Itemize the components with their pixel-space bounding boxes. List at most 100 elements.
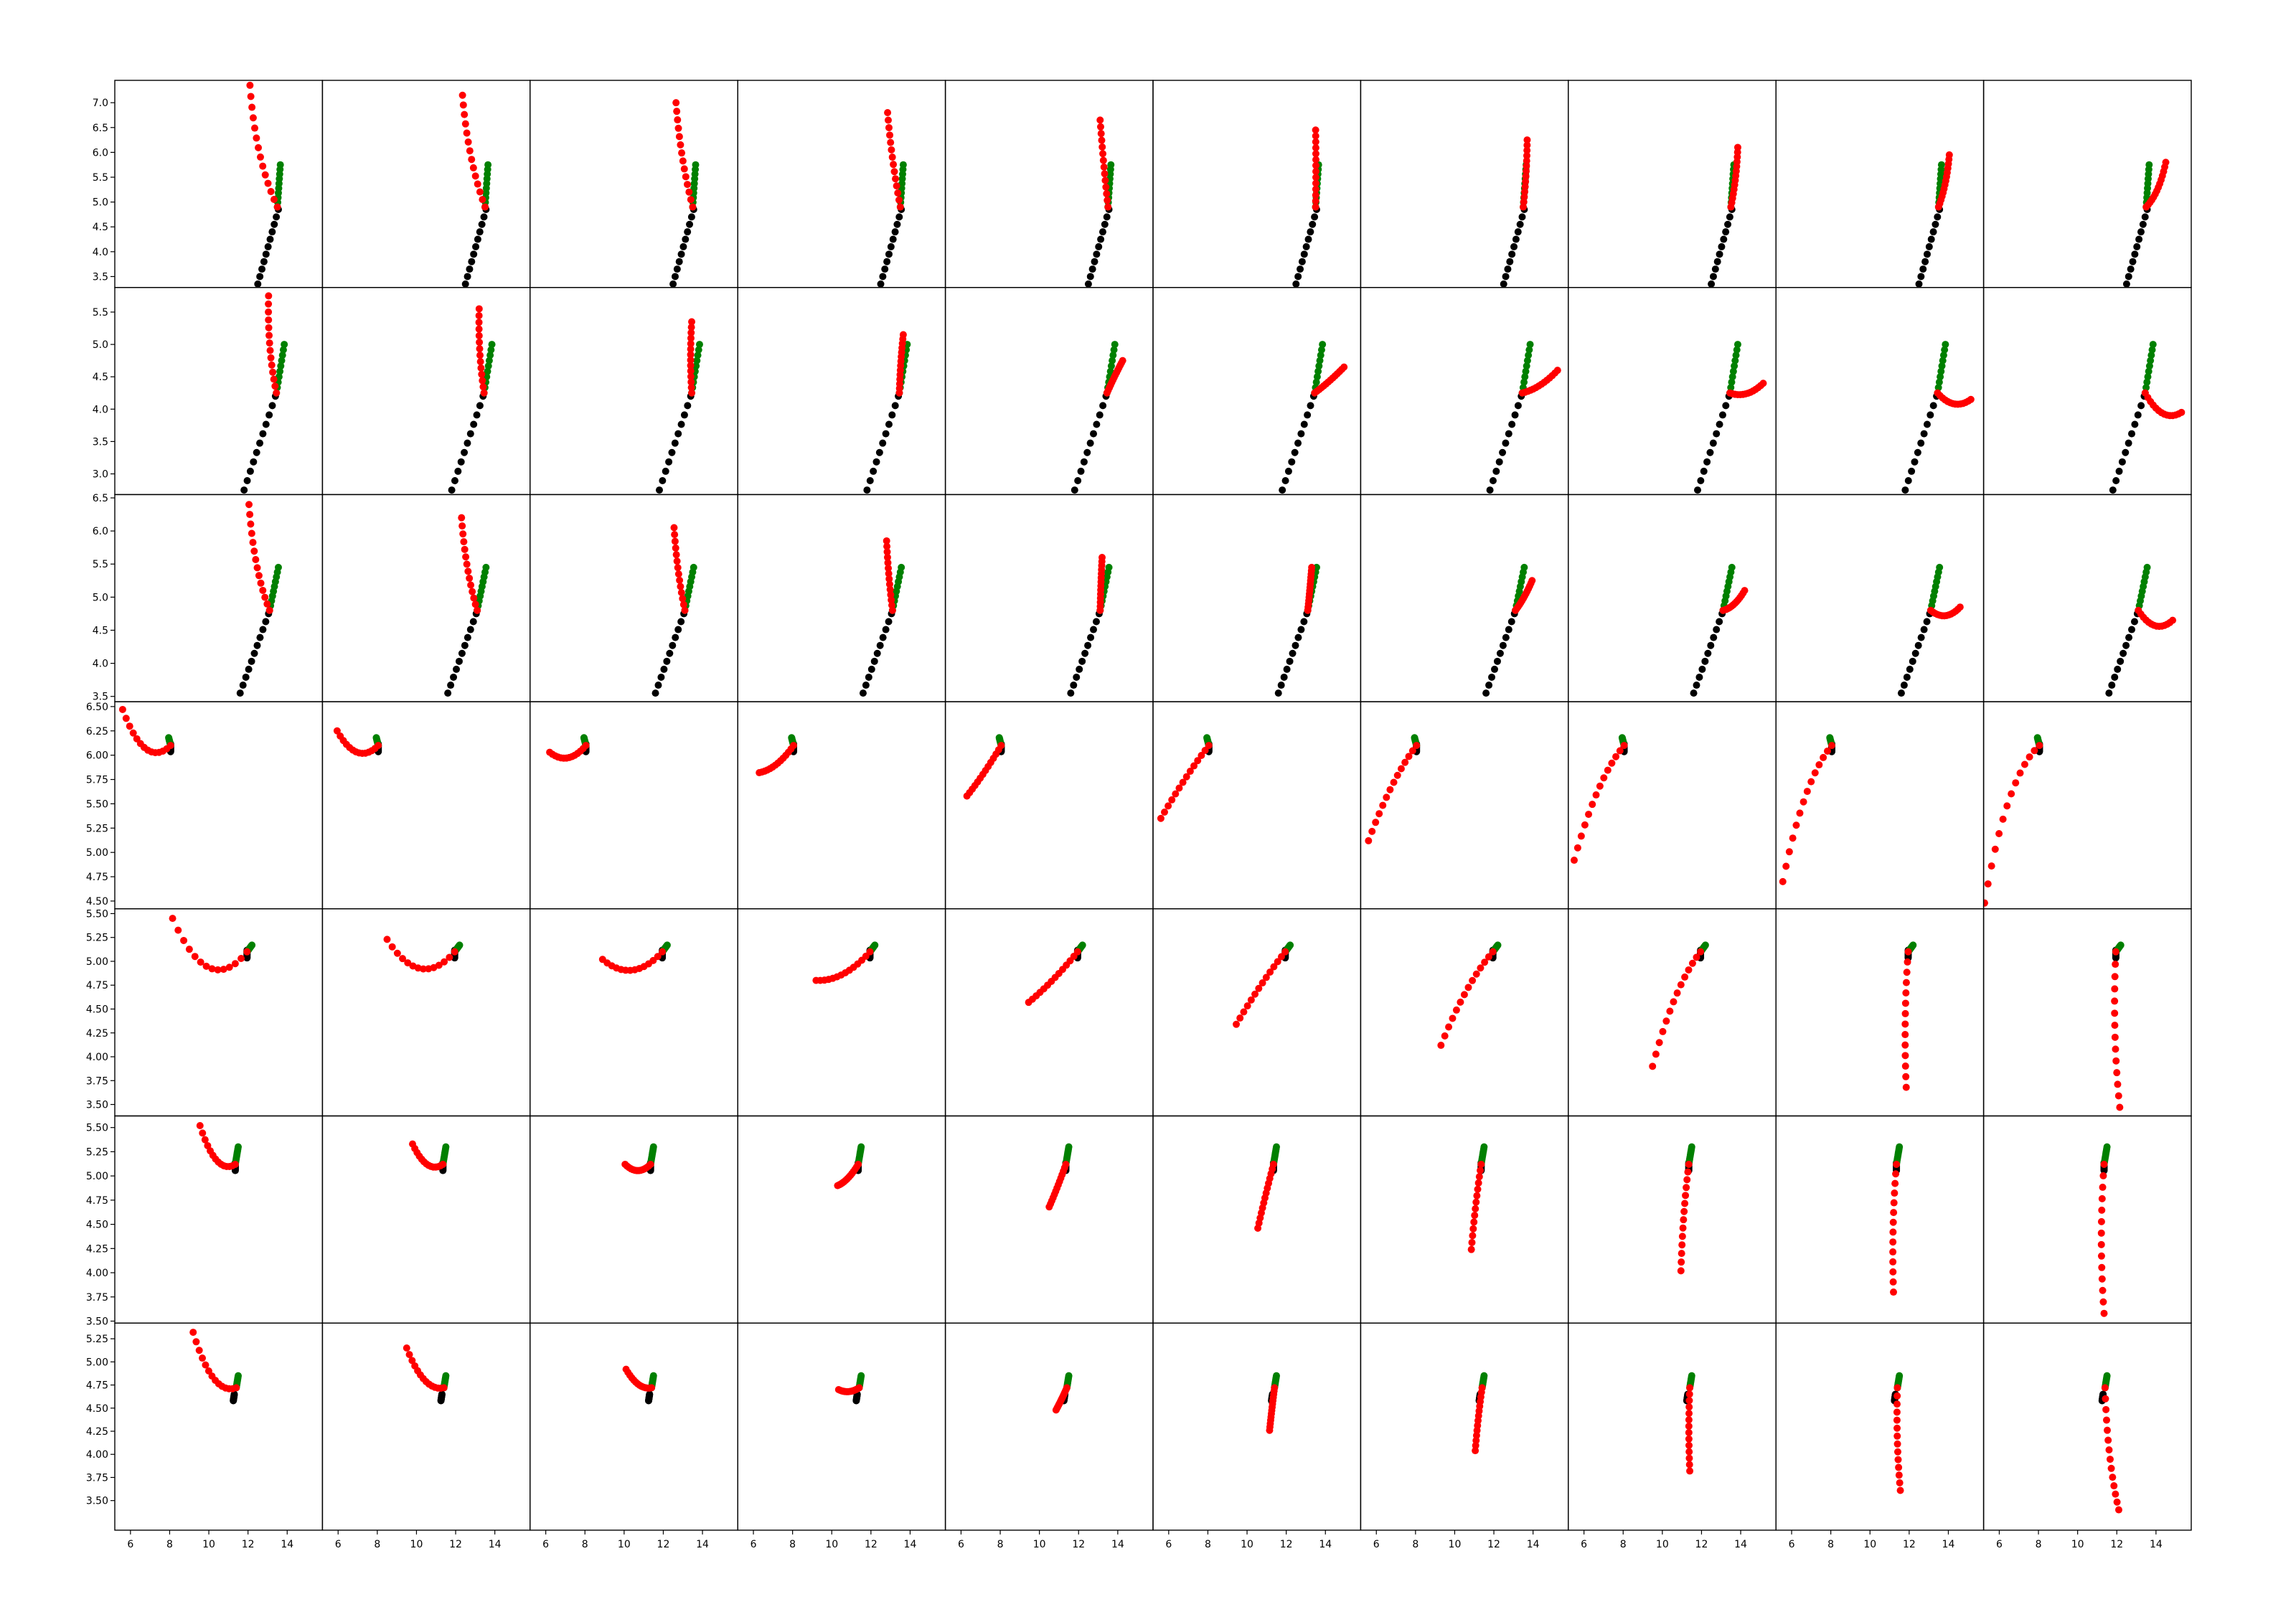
history-point bbox=[1512, 235, 1520, 243]
prediction-point bbox=[1681, 973, 1689, 981]
subplot-frame bbox=[530, 908, 738, 1117]
history-point bbox=[887, 242, 895, 250]
history-point bbox=[679, 242, 687, 250]
subplot-frame bbox=[1568, 701, 1777, 910]
history-point bbox=[259, 430, 267, 438]
ground-truth-point bbox=[1105, 563, 1113, 571]
ground-truth-point bbox=[1065, 1143, 1073, 1151]
subplot-r7-c7: 6 8 10 12 14 bbox=[1360, 1322, 1569, 1550]
ground-truth-point bbox=[235, 1372, 243, 1380]
history-point bbox=[675, 258, 683, 265]
plot-area bbox=[2111, 941, 2125, 1111]
history-point bbox=[2125, 633, 2133, 641]
plot-area bbox=[1482, 563, 1536, 697]
prediction-point bbox=[1685, 1441, 1693, 1449]
history-point bbox=[1507, 618, 1515, 626]
history-point bbox=[470, 420, 478, 428]
history-point bbox=[466, 430, 474, 438]
subplot-frame bbox=[321, 1115, 531, 1324]
prediction-point bbox=[471, 172, 479, 180]
prediction-point bbox=[1585, 811, 1593, 819]
prediction-point bbox=[1901, 1041, 1909, 1049]
history-point bbox=[1294, 273, 1302, 281]
prediction-point bbox=[475, 305, 483, 313]
prediction-point bbox=[1233, 1020, 1241, 1028]
history-point bbox=[2141, 213, 2149, 221]
history-point bbox=[1083, 448, 1091, 456]
y-tick-label: 5.00 bbox=[86, 847, 108, 859]
prediction-point bbox=[253, 134, 260, 142]
ground-truth-point bbox=[898, 563, 905, 571]
y-tick-label: 5.0 bbox=[93, 197, 108, 209]
x-tick-label: 12 bbox=[2110, 1539, 2123, 1550]
prediction-point bbox=[197, 958, 204, 966]
prediction-point bbox=[1262, 974, 1270, 981]
prediction-point bbox=[1312, 192, 1319, 199]
prediction-point bbox=[1472, 1447, 1479, 1455]
history-point bbox=[674, 430, 682, 438]
ground-truth-point bbox=[2142, 384, 2150, 392]
subplot-r5-c2 bbox=[321, 908, 531, 1117]
prediction-point bbox=[1441, 1032, 1449, 1040]
history-point bbox=[1067, 689, 1075, 697]
history-point bbox=[673, 265, 681, 273]
prediction-point bbox=[267, 187, 275, 195]
history-point bbox=[265, 411, 273, 419]
subplot-r5-c4 bbox=[737, 908, 946, 1117]
y-tick-label: 5.5 bbox=[93, 307, 108, 319]
history-point bbox=[1495, 458, 1503, 466]
prediction-point bbox=[546, 748, 554, 756]
history-point bbox=[454, 467, 462, 475]
x-tick-label: 8 bbox=[1412, 1539, 1418, 1550]
prediction-point bbox=[1820, 753, 1827, 761]
history-point bbox=[881, 265, 889, 273]
history-point bbox=[448, 486, 456, 494]
ground-truth-point bbox=[1731, 357, 1739, 364]
ground-truth-point bbox=[1319, 341, 1327, 349]
prediction-point bbox=[1688, 959, 1696, 967]
prediction-point bbox=[678, 149, 686, 157]
prediction-point bbox=[1901, 1031, 1909, 1039]
prediction-point bbox=[405, 1351, 413, 1359]
prediction-point bbox=[475, 319, 483, 326]
ground-truth-point bbox=[1203, 734, 1211, 742]
prediction-point bbox=[2026, 753, 2033, 761]
subplot-r4-c2 bbox=[321, 701, 531, 910]
ground-truth-point bbox=[1107, 161, 1115, 169]
history-point bbox=[1486, 486, 1494, 494]
history-point bbox=[1277, 682, 1285, 689]
history-point bbox=[1505, 430, 1512, 438]
prediction-point bbox=[471, 600, 479, 608]
history-point bbox=[1502, 439, 1510, 447]
plot-area bbox=[621, 1143, 657, 1174]
x-tick-label: 10 bbox=[2071, 1539, 2084, 1550]
history-point bbox=[458, 649, 466, 657]
plot-area bbox=[1467, 1143, 1488, 1253]
history-point bbox=[2131, 420, 2139, 428]
history-point bbox=[1311, 213, 1319, 221]
ground-truth-point bbox=[788, 734, 796, 742]
history-point bbox=[242, 673, 250, 681]
x-tick-label: 12 bbox=[1487, 1539, 1500, 1550]
subplot-r3-c6 bbox=[1152, 494, 1362, 702]
prediction-point bbox=[425, 965, 433, 973]
prediction-point bbox=[2031, 747, 2038, 755]
history-point bbox=[1090, 626, 1098, 633]
prediction-point bbox=[687, 334, 695, 342]
history-point bbox=[1098, 228, 1106, 236]
history-point bbox=[230, 1390, 238, 1398]
prediction-point bbox=[1472, 970, 1480, 978]
subplot-frame bbox=[1775, 494, 1985, 702]
history-point bbox=[1901, 486, 1909, 494]
history-point bbox=[684, 228, 692, 236]
prediction-point bbox=[461, 545, 469, 553]
history-point bbox=[1103, 213, 1111, 221]
prediction-point bbox=[1481, 958, 1489, 966]
ground-truth-point bbox=[857, 1143, 865, 1151]
ground-truth-point bbox=[484, 161, 492, 169]
plot-area bbox=[598, 941, 671, 974]
prediction-point bbox=[1255, 984, 1263, 992]
prediction-point bbox=[1895, 1471, 1903, 1479]
prediction-point bbox=[1889, 1218, 1897, 1226]
y-tick-label: 5.25 bbox=[86, 1334, 108, 1345]
